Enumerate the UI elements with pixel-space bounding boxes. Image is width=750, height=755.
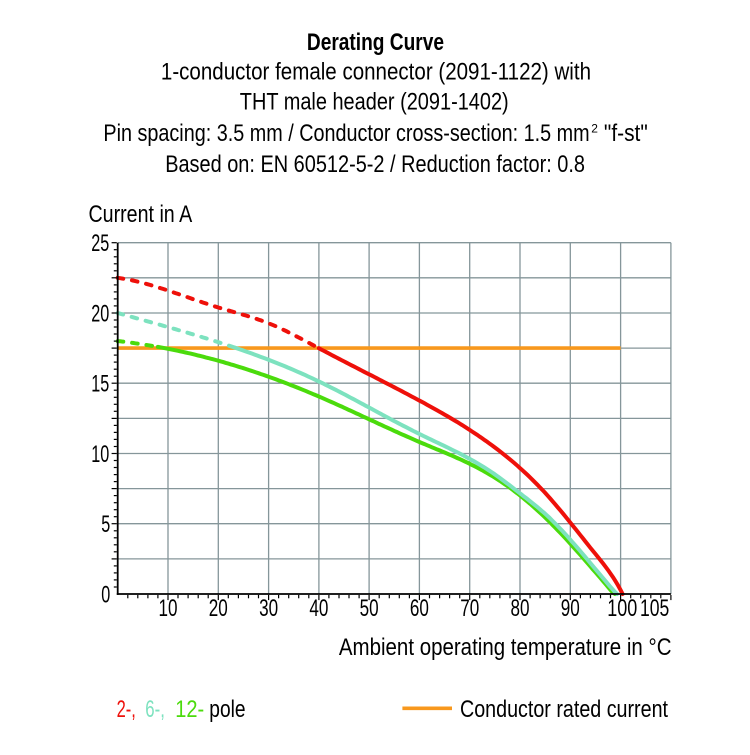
svg-text:100: 100 [607,595,637,622]
svg-text:pole: pole [209,696,245,723]
svg-text:0: 0 [101,581,110,608]
svg-text:10: 10 [91,441,109,468]
svg-text:40: 40 [309,595,328,622]
svg-text:Conductor rated current: Conductor rated current [460,696,668,723]
svg-text:50: 50 [360,595,379,622]
svg-text:THT male header (2091-1402): THT male header (2091-1402) [240,89,509,116]
svg-text:20: 20 [209,595,228,622]
svg-text:15: 15 [91,371,109,398]
svg-text:Ambient operating temperature: Ambient operating temperature in °C [339,634,672,661]
svg-text:2-,: 2-, [117,696,136,723]
svg-text:Pin spacing: 3.5 mm / Conducto: Pin spacing: 3.5 mm / Conductor cross-se… [103,120,589,147]
svg-text:Derating Curve: Derating Curve [307,29,444,56]
svg-text:60: 60 [410,595,429,622]
svg-text:Current in A: Current in A [89,201,193,228]
svg-text:80: 80 [511,595,530,622]
svg-text:1-conductor female connector (: 1-conductor female connector (2091-1122)… [161,59,591,86]
svg-text:"f-st": "f-st" [604,120,648,147]
svg-text:70: 70 [460,595,479,622]
svg-text:30: 30 [259,595,278,622]
svg-text:12-: 12- [175,696,204,723]
svg-text:105: 105 [640,595,669,622]
svg-text:5: 5 [101,511,110,538]
svg-text:20: 20 [91,300,109,327]
svg-text:6-,: 6-, [145,696,165,723]
svg-text:Based on: EN 60512-5-2 / Reduc: Based on: EN 60512-5-2 / Reduction facto… [165,151,585,178]
svg-text:10: 10 [159,595,178,622]
svg-text:2: 2 [591,121,598,135]
svg-text:25: 25 [91,230,109,257]
svg-text:90: 90 [561,595,580,622]
